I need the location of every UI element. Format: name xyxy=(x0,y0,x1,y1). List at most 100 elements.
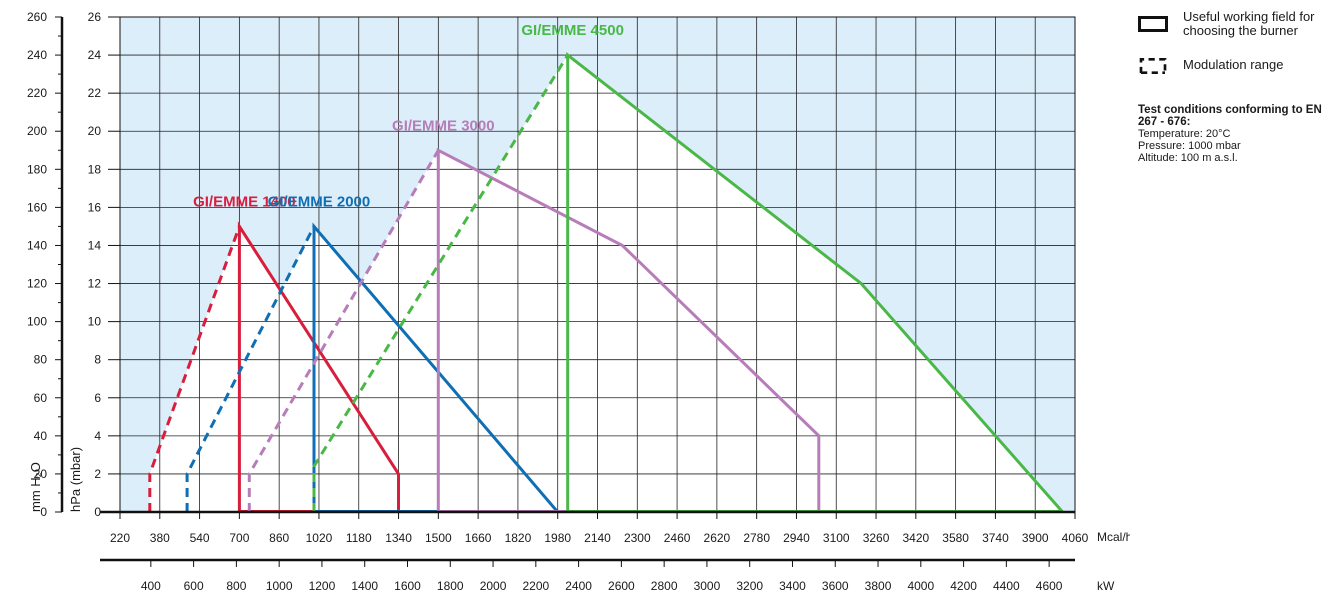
series-label: GI/EMME 3000 xyxy=(392,117,495,134)
y-mm-tick-label: 220 xyxy=(27,86,47,100)
test-condition-altitude: Altitude: 100 m a.s.l. xyxy=(1138,152,1238,164)
x-tick-label: 3580 xyxy=(942,531,969,545)
series-label: GI/EMME 2000 xyxy=(268,193,371,210)
kw-tick-label: 800 xyxy=(226,579,246,593)
test-condition-temperature: Temperature: 20°C xyxy=(1138,128,1231,140)
kw-tick-label: 3200 xyxy=(736,579,763,593)
kw-tick-label: 4600 xyxy=(1036,579,1063,593)
x-tick-label: 540 xyxy=(190,531,210,545)
x-tick-label: 4060 xyxy=(1062,531,1089,545)
burner-performance-chart: 220 380 540 700 860 1020 1180 1340 1500 1660 1820 1… xyxy=(27,10,1130,593)
x-tick-label: 1500 xyxy=(425,531,452,545)
series-modulation-line xyxy=(247,149,440,512)
y-mm-tick-label: 0 xyxy=(40,505,47,519)
x-tick-label: 2460 xyxy=(664,531,691,545)
x-tick-label: 2620 xyxy=(704,531,731,545)
x-tick-label: 860 xyxy=(269,531,289,545)
y-mbar-tick-label: 20 xyxy=(88,124,102,138)
test-conditions-heading: Test conditions conforming to EN 267 - 6… xyxy=(1138,104,1322,128)
y-mbar-tick-label: 0 xyxy=(94,505,101,519)
x-tick-label: 1820 xyxy=(505,531,532,545)
y-mm-tick-label: 140 xyxy=(27,238,47,252)
test-condition-pressure: Pressure: 1000 mbar xyxy=(1138,140,1241,152)
kw-tick-label: 4000 xyxy=(907,579,934,593)
x-tick-label: 700 xyxy=(229,531,249,545)
x-tick-label: 2140 xyxy=(584,531,611,545)
x-tick-label: 2940 xyxy=(783,531,810,545)
y-mm-tick-label: 120 xyxy=(27,277,47,291)
axes: 220 380 540 700 860 1020 1180 1340 1500 1660 1820 1… xyxy=(27,10,1089,593)
kw-tick-label: 1400 xyxy=(351,579,378,593)
legend-item-modulation: Modulation range xyxy=(1138,52,1338,74)
series-working-field-line xyxy=(436,147,821,512)
kw-tick-label: 2600 xyxy=(608,579,635,593)
x-axis-unit-kw: kW xyxy=(1097,579,1115,593)
kw-tick-label: 600 xyxy=(184,579,204,593)
y-axis-title-mmh2o: mm H₂O xyxy=(28,462,43,512)
legend-label-working-field: Useful working field for choosing the bu… xyxy=(1183,9,1315,38)
kw-tick-label: 3000 xyxy=(694,579,721,593)
legend: Useful working field for choosing the bu… xyxy=(1138,10,1338,164)
series-modulation-line xyxy=(312,54,569,512)
y-mm-tick-label: 20 xyxy=(34,467,48,481)
x-tick-label: 3420 xyxy=(902,531,929,545)
x-tick-label: 1660 xyxy=(465,531,492,545)
kw-tick-label: 2800 xyxy=(651,579,678,593)
y-mm-tick-label: 60 xyxy=(34,391,48,405)
y-mbar-tick-label: 4 xyxy=(94,429,101,443)
kw-tick-label: 1800 xyxy=(437,579,464,593)
x-axis-unit-mcal: Mcal/h xyxy=(1097,530,1130,544)
y-mbar-tick-label: 18 xyxy=(88,162,102,176)
x-tick-label: 3740 xyxy=(982,531,1009,545)
kw-tick-label: 4400 xyxy=(993,579,1020,593)
series-working-field-line xyxy=(566,52,1064,512)
y-mm-tick-label: 260 xyxy=(27,10,47,24)
series-label: GI/EMME 4500 xyxy=(521,22,624,39)
kw-tick-label: 1000 xyxy=(266,579,293,593)
y-mm-tick-label: 80 xyxy=(34,353,48,367)
y-mbar-tick-label: 8 xyxy=(94,353,101,367)
y-mbar-tick-label: 14 xyxy=(88,238,102,252)
x-tick-label: 1340 xyxy=(385,531,412,545)
legend-label-modulation: Modulation range xyxy=(1183,57,1284,72)
y-mm-tick-label: 160 xyxy=(27,200,47,214)
x-tick-label: 2300 xyxy=(624,531,651,545)
kw-tick-label: 4200 xyxy=(950,579,977,593)
kw-tick-label: 1600 xyxy=(394,579,421,593)
kw-tick-label: 3400 xyxy=(779,579,806,593)
x-tick-label: 1020 xyxy=(306,531,333,545)
legend-swatch-solid xyxy=(1138,16,1168,32)
x-tick-label: 3260 xyxy=(863,531,890,545)
series-working-field-line xyxy=(312,222,559,512)
series-modulation-line xyxy=(148,225,241,512)
y-mm-tick-label: 40 xyxy=(34,429,48,443)
test-conditions: Test conditions conforming to EN 267 - 6… xyxy=(1138,104,1338,164)
y-mm-tick-label: 200 xyxy=(27,124,47,138)
kw-tick-label: 1200 xyxy=(309,579,336,593)
y-mbar-tick-label: 26 xyxy=(88,10,102,24)
y-mbar-tick-label: 6 xyxy=(94,391,101,405)
legend-swatch-dashed xyxy=(1139,58,1167,74)
kw-tick-label: 2200 xyxy=(522,579,549,593)
legend-item-working-field: Useful working field for choosing the bu… xyxy=(1138,10,1338,38)
y-mm-tick-label: 100 xyxy=(27,315,47,329)
kw-tick-label: 2400 xyxy=(565,579,592,593)
x-tick-label: 380 xyxy=(150,531,170,545)
y-mbar-tick-label: 12 xyxy=(88,277,102,291)
series-modulation-line xyxy=(185,225,316,512)
x-tick-label: 1180 xyxy=(346,531,372,545)
y-mbar-tick-label: 22 xyxy=(88,86,102,100)
x-tick-label: 1980 xyxy=(544,531,571,545)
kw-tick-label: 2000 xyxy=(480,579,507,593)
x-tick-label: 2780 xyxy=(743,531,770,545)
y-mm-tick-label: 180 xyxy=(27,162,47,176)
y-mbar-tick-label: 2 xyxy=(94,467,101,481)
y-axis-title-mbar: hPa (mbar) xyxy=(68,447,83,512)
y-mbar-tick-label: 24 xyxy=(88,48,102,62)
y-mbar-tick-label: 16 xyxy=(88,200,102,214)
kw-tick-label: 3800 xyxy=(865,579,892,593)
series-label: GI/EMME 1400 xyxy=(193,193,296,210)
x-tick-label: 3900 xyxy=(1022,531,1049,545)
x-tick-label: 220 xyxy=(110,531,130,545)
